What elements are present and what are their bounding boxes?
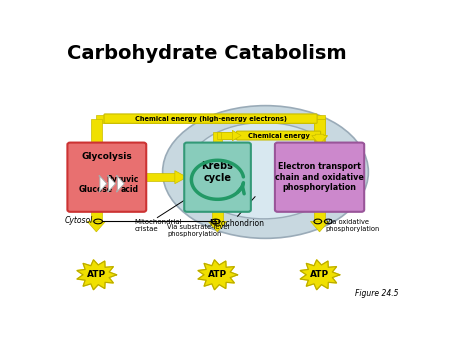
Ellipse shape — [162, 105, 369, 238]
Bar — [91, 119, 102, 145]
Text: Cytosol: Cytosol — [65, 216, 93, 225]
Text: Krebs
cycle: Krebs cycle — [202, 161, 234, 183]
Bar — [212, 210, 223, 221]
Bar — [314, 119, 325, 145]
FancyArrow shape — [310, 221, 328, 232]
Text: ATP: ATP — [208, 270, 227, 279]
FancyBboxPatch shape — [184, 143, 251, 212]
FancyBboxPatch shape — [275, 143, 364, 212]
Polygon shape — [198, 260, 238, 290]
Text: Chemical energy (high-energy electrons): Chemical energy (high-energy electrons) — [135, 116, 287, 122]
FancyArrow shape — [208, 221, 226, 232]
Text: ATP: ATP — [87, 270, 106, 279]
Bar — [221, 132, 232, 139]
Bar — [314, 210, 325, 221]
Bar — [96, 115, 325, 123]
Text: Via oxidative
phosphorylation: Via oxidative phosphorylation — [326, 219, 380, 232]
Text: Glucose: Glucose — [79, 185, 113, 194]
FancyArrow shape — [99, 175, 107, 192]
FancyBboxPatch shape — [68, 143, 146, 212]
Text: ATP: ATP — [310, 270, 329, 279]
Text: Figure 24.5: Figure 24.5 — [355, 289, 398, 298]
Text: Chemical energy: Chemical energy — [248, 132, 310, 139]
Text: Glycolysis: Glycolysis — [81, 152, 132, 162]
Text: Carbohydrate Catabolism: Carbohydrate Catabolism — [67, 45, 346, 64]
Text: Electron transport
chain and oxidative
phosphorylation: Electron transport chain and oxidative p… — [275, 162, 364, 192]
Text: Mitochondrion: Mitochondrion — [210, 219, 265, 228]
Bar — [213, 132, 222, 145]
Ellipse shape — [187, 123, 341, 219]
FancyBboxPatch shape — [104, 114, 317, 123]
Text: Pyruvic
acid: Pyruvic acid — [106, 175, 138, 194]
FancyArrow shape — [312, 136, 328, 145]
FancyArrow shape — [312, 134, 328, 145]
Text: Mitochondrial
cristae: Mitochondrial cristae — [135, 219, 182, 232]
FancyArrow shape — [117, 175, 124, 192]
Bar — [91, 210, 102, 221]
FancyBboxPatch shape — [237, 131, 320, 140]
FancyArrow shape — [108, 175, 116, 192]
Bar — [144, 173, 175, 181]
Bar — [315, 136, 324, 145]
Polygon shape — [300, 260, 340, 290]
Bar — [217, 132, 238, 139]
Polygon shape — [77, 260, 117, 290]
Text: Via substrate-level
phosphorylation: Via substrate-level phosphorylation — [167, 224, 230, 237]
FancyArrow shape — [175, 171, 187, 184]
Bar — [314, 119, 325, 136]
Bar — [318, 132, 320, 139]
FancyArrow shape — [232, 130, 241, 141]
FancyArrow shape — [87, 221, 105, 232]
